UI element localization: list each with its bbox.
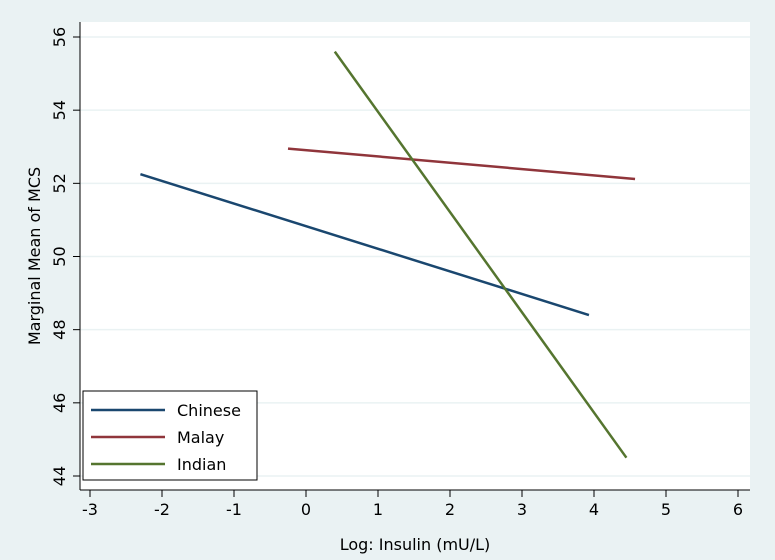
legend-label: Malay <box>177 428 224 447</box>
x-axis-title: Log: Insulin (mU/L) <box>340 535 491 554</box>
x-tick-label: 4 <box>589 500 599 519</box>
legend: Chinese Malay Indian <box>82 390 258 481</box>
legend-label: Chinese <box>177 401 241 420</box>
x-tick-label: 1 <box>373 500 383 519</box>
x-tick-label: 6 <box>733 500 743 519</box>
series-line-malay <box>287 147 636 181</box>
y-tick-label: 54 <box>50 100 69 120</box>
series-line-chinese <box>140 172 590 317</box>
series-line-indian <box>333 50 628 459</box>
y-tick-label: 56 <box>50 27 69 47</box>
legend-label: Indian <box>177 455 226 474</box>
x-tick-label: 3 <box>517 500 527 519</box>
y-tick-label: 46 <box>50 393 69 413</box>
x-tick-label: 0 <box>301 500 311 519</box>
y-tick-label: 52 <box>50 173 69 193</box>
y-tick-label: 50 <box>50 246 69 266</box>
y-tick-label: 48 <box>50 319 69 339</box>
x-tick-label: -2 <box>154 500 170 519</box>
x-tick-label: -3 <box>82 500 98 519</box>
y-axis-title: Marginal Mean of MCS <box>25 167 44 345</box>
y-tick-label: 44 <box>50 466 69 486</box>
x-tick-label: -1 <box>226 500 242 519</box>
x-tick-label: 5 <box>661 500 671 519</box>
x-tick-label: 2 <box>445 500 455 519</box>
series-lines <box>140 50 636 459</box>
